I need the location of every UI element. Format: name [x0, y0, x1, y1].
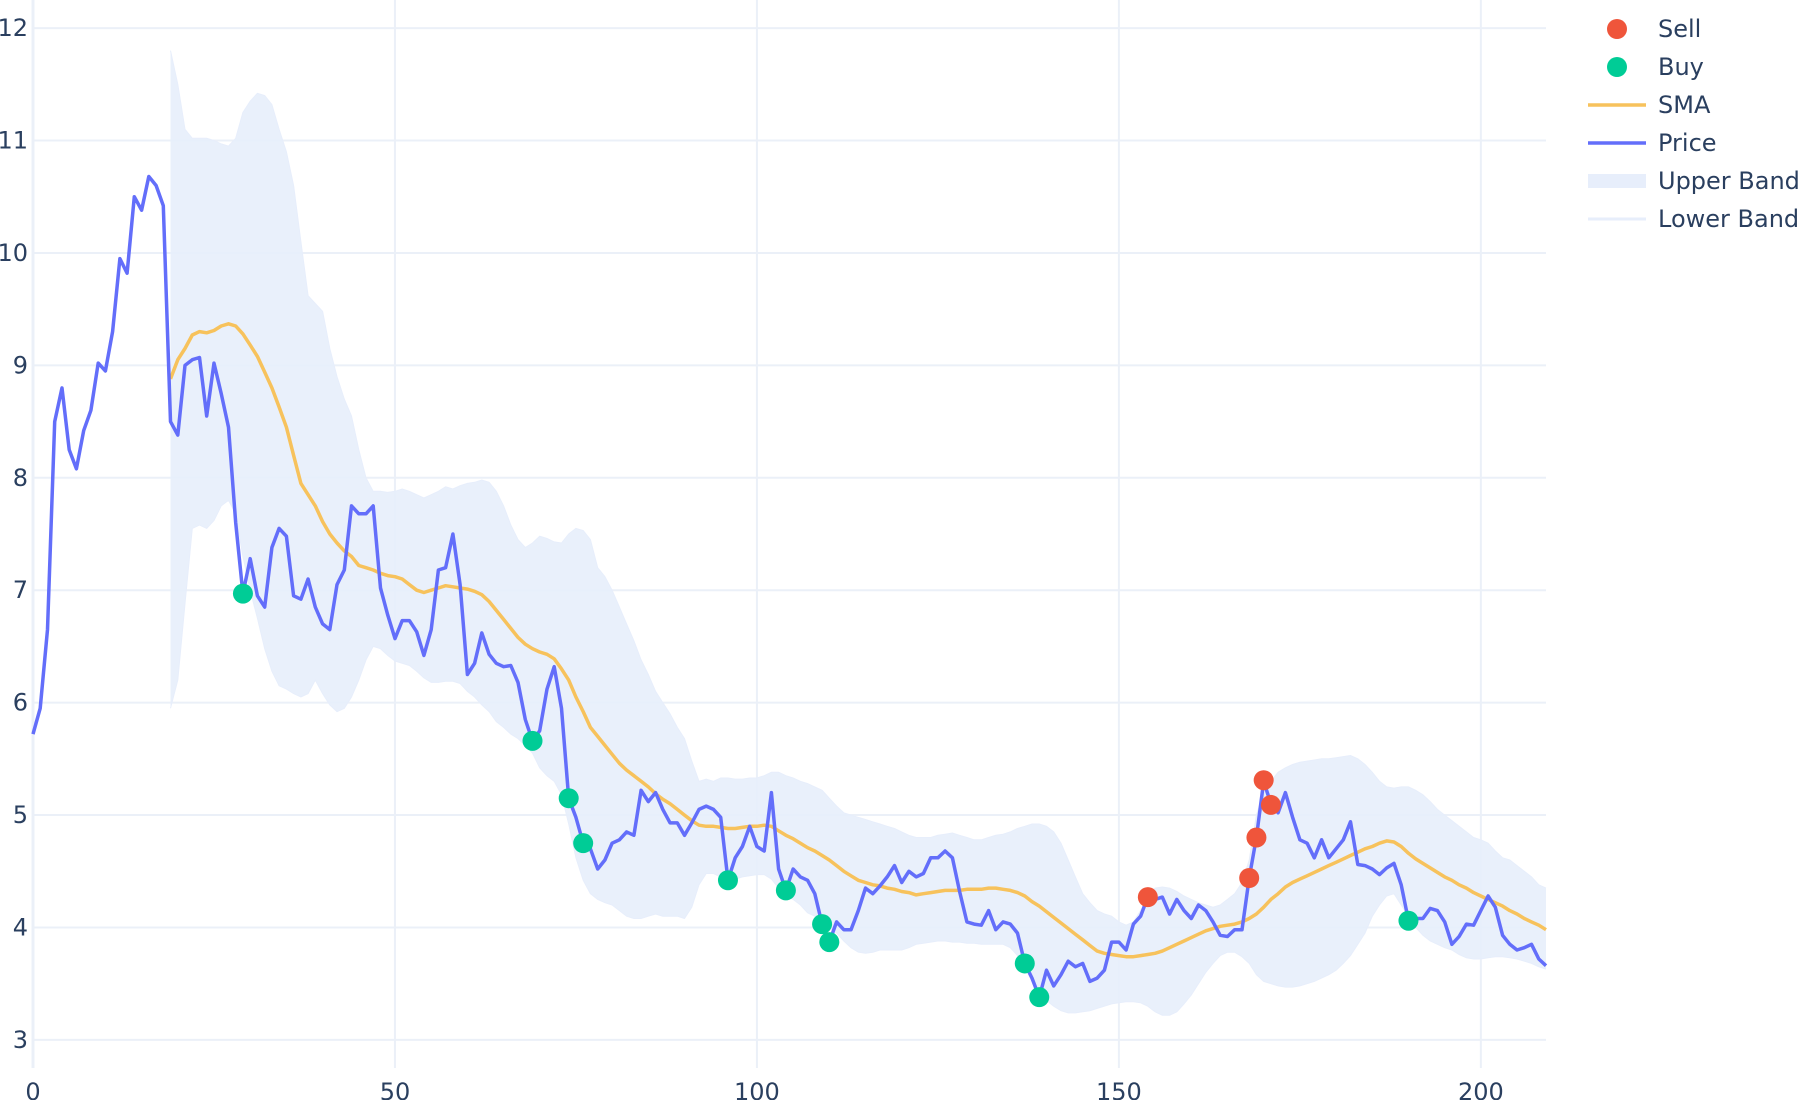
legend-item-upper[interactable]: Upper Band [1588, 167, 1800, 195]
sell-legend-swatch [1607, 19, 1627, 39]
bollinger-band-area [170, 50, 1547, 1016]
upper-band-line [170, 50, 1547, 926]
buy-marker [819, 932, 840, 953]
x-tick-label: 0 [25, 1078, 40, 1100]
legend-label: Price [1658, 129, 1717, 157]
legend-label: SMA [1658, 91, 1711, 119]
y-tick-label: 8 [13, 464, 28, 492]
x-tick-label: 50 [380, 1078, 411, 1100]
buy-marker [775, 880, 796, 901]
y-tick-label: 4 [13, 913, 28, 941]
buy-marker [717, 870, 738, 891]
legend-item-lower[interactable]: Lower Band [1588, 205, 1799, 233]
legend-label: Sell [1658, 15, 1701, 43]
sell-marker [1246, 827, 1267, 848]
legend[interactable]: Sell Buy SMA Price Upper Band Lower Band [1588, 15, 1800, 233]
sell-marker [1239, 868, 1260, 889]
buy-marker [1398, 910, 1419, 931]
y-tick-label: 11 [0, 127, 28, 155]
legend-item-buy[interactable]: Buy [1607, 53, 1704, 81]
trade-markers [232, 583, 1419, 1008]
legend-label: Lower Band [1658, 205, 1799, 233]
sell-marker [1260, 794, 1281, 815]
legend-item-sma[interactable]: SMA [1588, 91, 1711, 119]
x-tick-label: 200 [1458, 1078, 1504, 1100]
buy-marker [558, 788, 579, 809]
buy-marker [1014, 953, 1035, 974]
x-tick-label: 100 [734, 1078, 780, 1100]
buy-marker [573, 833, 594, 854]
sell-marker [1253, 770, 1274, 791]
y-tick-label: 12 [0, 14, 28, 42]
legend-item-price[interactable]: Price [1588, 129, 1717, 157]
buy-marker [812, 914, 833, 935]
series-lines [31, 174, 1548, 999]
buy-marker [232, 583, 253, 604]
sell-marker [1137, 887, 1158, 908]
lower-band-line [170, 499, 1547, 1016]
legend-item-sell[interactable]: Sell [1607, 15, 1701, 43]
y-tick-label: 6 [13, 689, 28, 717]
price-line [31, 174, 1548, 999]
x-tick-label: 150 [1096, 1078, 1142, 1100]
y-tick-label: 7 [13, 576, 28, 604]
axis-tick-labels: 3 4 5 6 7 8 9 10 11 12 0 50 100 150 200 [0, 14, 1504, 1100]
sma-line [168, 322, 1547, 959]
legend-label: Buy [1658, 53, 1704, 81]
buy-legend-swatch [1607, 57, 1627, 77]
buy-marker [1029, 987, 1050, 1008]
band-fill [170, 50, 1546, 1016]
legend-label: Upper Band [1658, 167, 1800, 195]
y-tick-label: 10 [0, 239, 28, 267]
y-tick-label: 9 [13, 351, 28, 379]
y-tick-label: 5 [13, 801, 28, 829]
y-tick-label: 3 [13, 1026, 28, 1054]
upper-band-legend-swatch [1588, 174, 1646, 188]
buy-marker [522, 730, 543, 751]
